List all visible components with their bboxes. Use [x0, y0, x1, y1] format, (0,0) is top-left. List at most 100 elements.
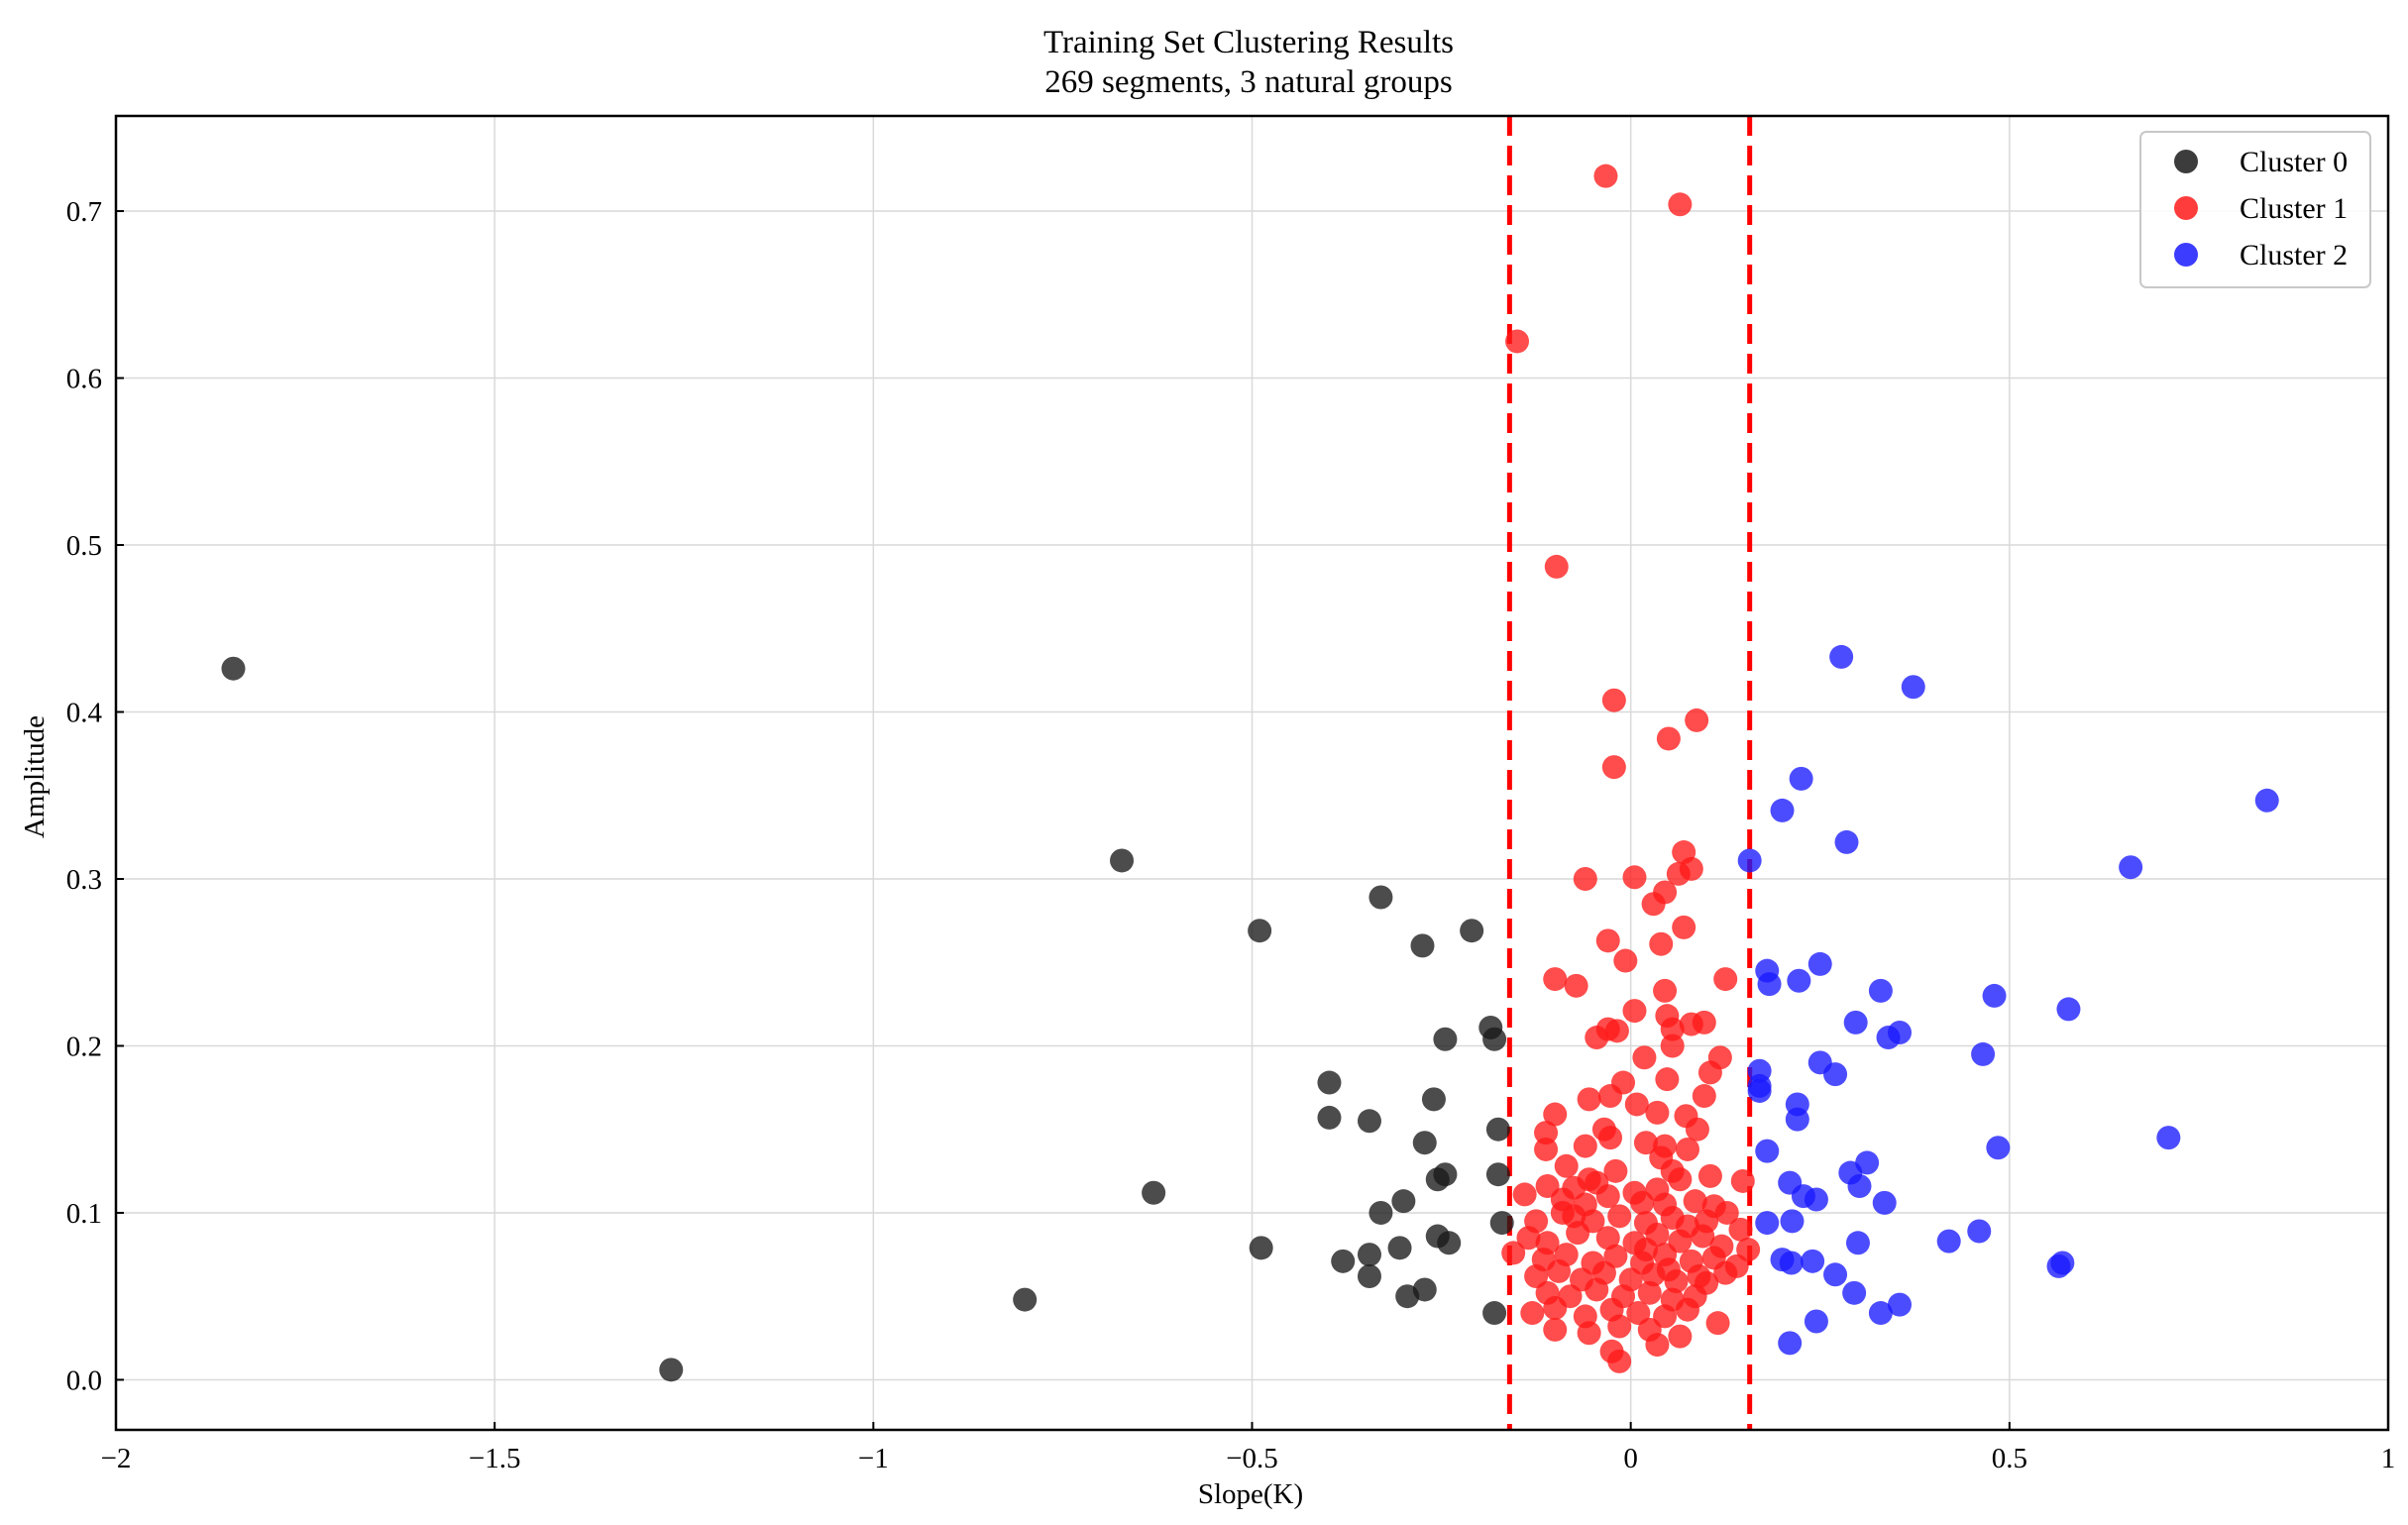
data-point [1622, 865, 1647, 890]
data-point [1603, 1244, 1628, 1268]
data-point [1433, 1162, 1458, 1187]
data-point [1936, 1229, 1961, 1253]
x-tick-label: −1 [858, 1443, 889, 1474]
data-point [2056, 997, 2081, 1022]
chart-subtitle: 269 segments, 3 natural groups [1044, 64, 1453, 100]
data-point [1595, 1184, 1620, 1209]
data-point [1757, 972, 1782, 997]
data-point [1713, 1260, 1738, 1285]
data-point [1543, 1296, 1568, 1321]
data-point [1668, 1167, 1693, 1192]
data-point [1660, 1017, 1685, 1041]
data-point [1387, 1236, 1412, 1260]
data-point [1649, 931, 1674, 956]
data-point [1595, 1226, 1620, 1251]
data-point [1543, 967, 1568, 992]
data-point [1412, 1277, 1437, 1302]
data-point [1585, 1026, 1609, 1050]
data-point [1412, 1131, 1437, 1155]
x-tick-label: 1 [2381, 1443, 2396, 1474]
data-point [1543, 1317, 1568, 1342]
data-point [1637, 1280, 1662, 1305]
data-point [1675, 1297, 1699, 1322]
data-point [1632, 1045, 1657, 1070]
data-point [1801, 1249, 1825, 1273]
data-point [1554, 1153, 1579, 1178]
y-tick-label: 0.4 [66, 698, 103, 729]
data-point [1986, 1136, 2011, 1160]
data-point [1603, 1158, 1628, 1183]
data-point [1626, 1301, 1651, 1326]
data-point [1755, 1139, 1780, 1163]
data-point [1368, 885, 1393, 910]
data-point [1971, 1041, 1996, 1066]
data-point [1110, 848, 1135, 873]
data-points [221, 163, 2279, 1382]
data-point [1780, 1209, 1805, 1234]
data-point [1695, 1270, 1719, 1295]
chart-title: Training Set Clustering Results [1043, 25, 1454, 60]
data-point [1692, 1010, 1716, 1035]
x-tick-label: 0.5 [1992, 1443, 2027, 1474]
data-point [1516, 1226, 1541, 1251]
data-point [1737, 848, 1762, 873]
data-point [1868, 978, 1893, 1003]
data-point [1547, 1258, 1572, 1283]
data-point [1713, 967, 1738, 992]
series-1 [1501, 163, 1761, 1373]
data-point [1872, 1190, 1897, 1215]
data-point [1770, 798, 1795, 822]
x-tick-label: −1.5 [469, 1443, 521, 1474]
data-point [1505, 329, 1530, 354]
data-point [1666, 861, 1691, 886]
data-point [1524, 1263, 1549, 1288]
y-tick-label: 0.6 [66, 364, 102, 395]
data-point [1607, 1314, 1632, 1339]
legend-marker [2174, 196, 2198, 220]
data-point [1982, 983, 2007, 1008]
data-point [1778, 1331, 1803, 1356]
data-point [1485, 1162, 1510, 1187]
series-2 [1737, 644, 2279, 1356]
data-point [1512, 1182, 1537, 1207]
data-point [1967, 1219, 1992, 1244]
data-point [1613, 948, 1638, 973]
data-point [1607, 1349, 1632, 1373]
data-point [1692, 1084, 1716, 1109]
data-point [1573, 1134, 1597, 1158]
y-tick-label: 0.2 [66, 1031, 102, 1062]
data-point [1847, 1174, 1872, 1199]
data-point [1591, 1117, 1616, 1142]
data-point [1787, 968, 1811, 993]
data-point [1544, 554, 1569, 579]
data-point [1421, 1087, 1446, 1112]
series-0 [221, 656, 1514, 1382]
data-point [1142, 1180, 1166, 1205]
data-point [1633, 1238, 1658, 1262]
data-point [1845, 1231, 1870, 1255]
data-point [1876, 1026, 1901, 1050]
legend-marker [2174, 150, 2198, 173]
legend-marker [2174, 243, 2198, 267]
data-point [2046, 1253, 2071, 1278]
data-point [1410, 933, 1435, 958]
data-point [1779, 1251, 1804, 1275]
data-point [1391, 1189, 1416, 1214]
data-point [1842, 1280, 1867, 1305]
y-tick-label: 0.7 [66, 196, 102, 228]
data-point [1604, 1019, 1629, 1043]
data-point [1843, 1010, 1868, 1035]
data-point [1691, 1224, 1715, 1249]
data-point [1622, 999, 1647, 1024]
data-point [1829, 644, 1854, 669]
legend-box [2139, 131, 2371, 288]
data-point [1656, 726, 1681, 751]
data-point [1714, 1200, 1739, 1225]
data-point [1675, 1137, 1699, 1161]
axis-ticks: −2 −1.5 −1 −0.5 0 0.5 1 0.0 0.1 0.2 0.3 0.4 0.5 0.6 0.… [66, 196, 2396, 1474]
data-point [1520, 1301, 1545, 1326]
data-point [1641, 892, 1666, 917]
data-point [1564, 973, 1588, 998]
data-point [1785, 1107, 1809, 1132]
data-point [1685, 708, 1709, 732]
